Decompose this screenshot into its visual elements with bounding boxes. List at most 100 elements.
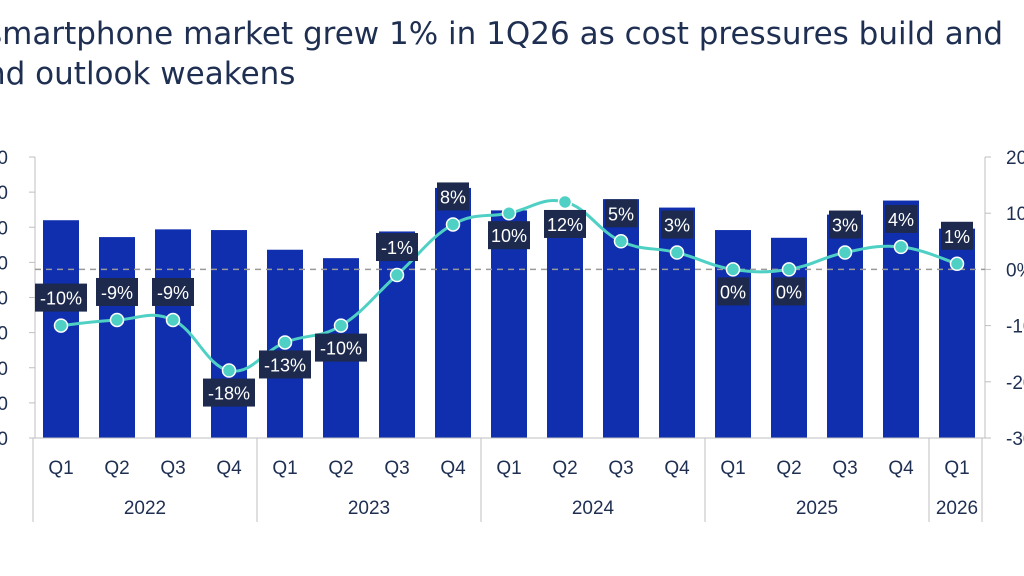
data-label: -13% bbox=[264, 355, 306, 375]
growth-point bbox=[277, 335, 293, 350]
growth-point bbox=[725, 262, 741, 277]
growth-point bbox=[949, 256, 965, 272]
year-label: 2025 bbox=[796, 498, 838, 519]
quarter-label: Q4 bbox=[440, 458, 466, 479]
right-tick-label: -30 bbox=[1006, 429, 1024, 450]
data-label-box bbox=[203, 378, 255, 407]
data-label: -1% bbox=[381, 238, 413, 258]
line-series bbox=[53, 194, 965, 378]
growth-point bbox=[221, 363, 237, 378]
bar bbox=[659, 207, 695, 438]
data-label: 10% bbox=[491, 226, 527, 246]
growth-point bbox=[389, 267, 405, 283]
data-label: 1% bbox=[944, 227, 970, 247]
growth-line bbox=[60, 199, 958, 373]
left-tick-label: 0 bbox=[0, 289, 8, 310]
left-tick-label: 0 bbox=[0, 148, 8, 169]
right-axis: 20 10 0% -10 -20 -30 bbox=[984, 148, 1024, 450]
growth-point bbox=[109, 312, 125, 328]
quarter-label: Q3 bbox=[384, 458, 409, 479]
data-label-box bbox=[259, 350, 311, 379]
quarter-label: Q1 bbox=[48, 458, 73, 479]
quarter-label: Q3 bbox=[832, 458, 857, 479]
data-label-box bbox=[376, 233, 418, 262]
data-label-box bbox=[605, 199, 637, 228]
year-label: 2023 bbox=[348, 498, 390, 519]
data-label: 5% bbox=[608, 204, 634, 224]
quarter-label: Q4 bbox=[664, 458, 690, 479]
data-label-box bbox=[544, 209, 586, 238]
bar bbox=[211, 230, 247, 438]
data-label: 8% bbox=[440, 187, 466, 207]
quarter-label: Q1 bbox=[720, 458, 745, 479]
left-tick-label: 0 bbox=[0, 359, 8, 380]
quarter-label: Q2 bbox=[776, 458, 801, 479]
data-label: 0% bbox=[776, 282, 802, 302]
data-label-box bbox=[885, 204, 917, 233]
growth-point bbox=[613, 234, 629, 249]
right-tick-label: 20 bbox=[1006, 148, 1024, 169]
quarter-label: Q2 bbox=[104, 458, 129, 479]
data-labels: -10% -9% -9% -18% -13% -10% -1% 8% 10% 12% 5% 3% 0% 0… bbox=[35, 182, 973, 407]
left-tick-label: 0 bbox=[0, 429, 8, 450]
left-tick-label: 0 bbox=[0, 324, 8, 345]
left-tick-label: 0 bbox=[0, 394, 8, 415]
quarter-label: Q3 bbox=[160, 458, 185, 479]
bar bbox=[155, 229, 191, 438]
year-label: 2024 bbox=[572, 498, 615, 519]
data-label-box bbox=[941, 221, 973, 250]
quarter-label: Q3 bbox=[608, 458, 633, 479]
data-label-box bbox=[437, 182, 469, 211]
data-label-box bbox=[152, 277, 194, 306]
title-line-1: smartphone market grew 1% in 1Q26 as cos… bbox=[0, 16, 1004, 52]
quarter-label: Q1 bbox=[272, 458, 297, 479]
data-label: 4% bbox=[888, 210, 914, 230]
right-tick-label: -10 bbox=[1006, 317, 1024, 338]
data-label-box bbox=[661, 210, 693, 239]
data-label: -18% bbox=[208, 384, 250, 404]
growth-point bbox=[893, 239, 909, 255]
quarter-label: Q2 bbox=[328, 458, 353, 479]
data-label-box bbox=[488, 221, 530, 250]
data-label-box bbox=[773, 277, 805, 306]
quarter-label: Q1 bbox=[944, 458, 969, 479]
growth-point bbox=[165, 312, 181, 328]
year-label: 2022 bbox=[124, 498, 166, 519]
bar bbox=[379, 231, 415, 438]
data-label: 12% bbox=[547, 215, 583, 235]
quarter-label: Q4 bbox=[216, 458, 242, 479]
data-label-box bbox=[315, 333, 367, 362]
quarter-label: Q1 bbox=[496, 458, 521, 479]
right-tick-label: 10 bbox=[1006, 204, 1024, 225]
left-tick-label: 0 bbox=[0, 218, 8, 239]
data-label-box bbox=[35, 283, 87, 312]
growth-point bbox=[557, 194, 573, 210]
left-tick-label: 0 bbox=[0, 183, 8, 204]
data-label: -9% bbox=[101, 283, 133, 303]
bar bbox=[883, 200, 919, 438]
data-label: 3% bbox=[664, 216, 690, 236]
year-label: 2026 bbox=[936, 498, 978, 519]
data-label: -10% bbox=[40, 289, 82, 309]
bar bbox=[99, 237, 135, 438]
growth-point bbox=[781, 262, 797, 277]
bar bbox=[547, 211, 583, 438]
chart-title: smartphone market grew 1% in 1Q26 as cos… bbox=[0, 14, 1024, 94]
growth-point bbox=[445, 217, 461, 232]
data-label: 3% bbox=[832, 216, 858, 236]
data-label: -9% bbox=[157, 283, 189, 303]
data-label: 0% bbox=[720, 282, 746, 302]
right-tick-label: 0% bbox=[1006, 260, 1024, 281]
data-label-box bbox=[717, 277, 749, 306]
growth-point bbox=[333, 318, 349, 333]
x-axis: Q1 Q2 Q3 Q4 Q1 Q2 Q3 Q4 Q1 Q2 Q3 Q4 Q1 Q2 Q3 Q4 Q1 2022 20… bbox=[32, 437, 985, 522]
growth-point bbox=[501, 205, 517, 221]
data-label: -10% bbox=[320, 339, 362, 359]
data-label-box bbox=[829, 210, 861, 239]
growth-point bbox=[53, 318, 69, 333]
title-line-2: nd outlook weakens bbox=[0, 56, 296, 92]
left-tick-label: 0 bbox=[0, 253, 8, 274]
right-tick-label: -20 bbox=[1006, 373, 1024, 394]
bar bbox=[715, 230, 751, 438]
quarter-label: Q4 bbox=[888, 458, 914, 479]
